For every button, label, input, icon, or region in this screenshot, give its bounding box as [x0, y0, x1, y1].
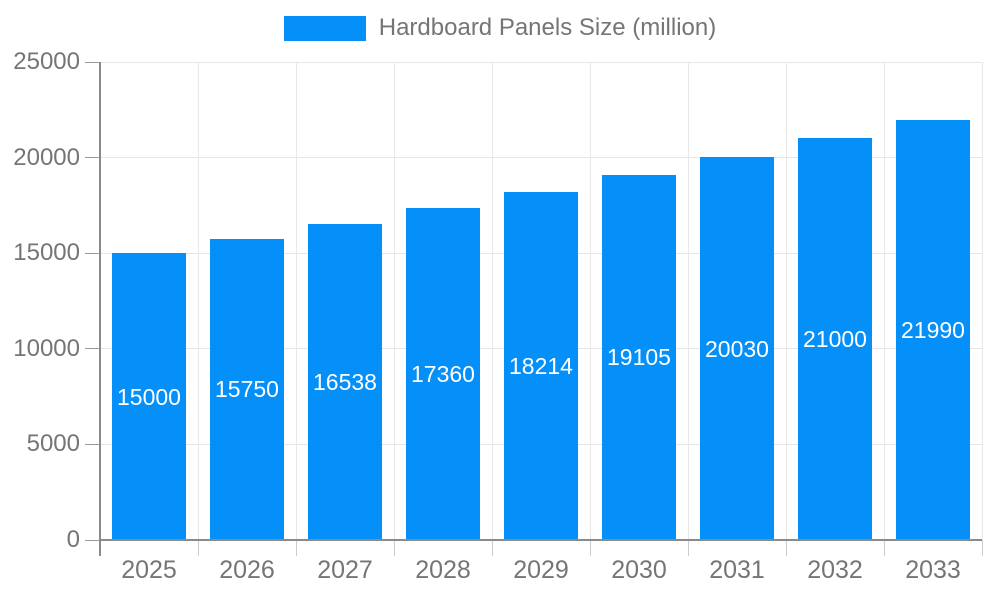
- y-tick: [85, 348, 100, 350]
- x-tick: [589, 540, 591, 556]
- bar[interactable]: [602, 174, 676, 540]
- x-tick-label: 2025: [121, 556, 177, 584]
- bar[interactable]: [406, 208, 480, 540]
- y-tick-label: 25000: [13, 48, 80, 75]
- x-tick-label: 2031: [709, 556, 765, 584]
- x-tick-label: 2033: [905, 556, 961, 584]
- x-tick-label: 2029: [513, 556, 569, 584]
- y-gridline: [100, 61, 982, 63]
- bar[interactable]: [504, 191, 578, 540]
- x-gridline: [197, 62, 199, 540]
- y-tick-label: 10000: [13, 334, 80, 362]
- x-tick-label: 2032: [807, 556, 863, 584]
- x-tick: [197, 540, 199, 556]
- y-tick-label: 0: [66, 526, 80, 553]
- bar[interactable]: [308, 223, 382, 540]
- x-tick-label: 2027: [317, 556, 373, 584]
- x-tick: [883, 540, 885, 556]
- y-tick: [85, 157, 100, 159]
- legend-label: Hardboard Panels Size (million): [378, 14, 717, 41]
- bar-value-label: 19105: [607, 344, 671, 371]
- x-tick-label: 2028: [415, 556, 471, 584]
- y-tick: [85, 61, 100, 63]
- x-gridline: [981, 62, 983, 540]
- x-tick: [393, 540, 395, 556]
- x-gridline: [883, 62, 885, 540]
- x-tick: [491, 540, 493, 556]
- x-tick: [981, 540, 983, 556]
- bar-value-label: 17360: [411, 361, 475, 388]
- y-tick-label: 20000: [13, 143, 80, 171]
- bar-value-label: 21990: [901, 316, 965, 343]
- x-gridline: [785, 62, 787, 540]
- x-gridline: [393, 62, 395, 540]
- bar[interactable]: [112, 253, 186, 540]
- y-tick-label: 15000: [13, 239, 80, 267]
- bar[interactable]: [210, 238, 284, 540]
- x-tick: [687, 540, 689, 556]
- y-tick: [85, 443, 100, 445]
- bar-value-label: 15000: [117, 383, 181, 410]
- bar-value-label: 16538: [313, 368, 377, 395]
- bar-value-label: 18214: [509, 352, 573, 379]
- bar-value-label: 15750: [215, 376, 279, 403]
- x-tick: [295, 540, 297, 556]
- y-gridline: [100, 157, 982, 159]
- x-tick-label: 2026: [219, 556, 275, 584]
- x-axis-line: [100, 539, 982, 541]
- x-tick: [785, 540, 787, 556]
- x-gridline: [589, 62, 591, 540]
- bar[interactable]: [798, 138, 872, 540]
- bar-value-label: 20030: [705, 335, 769, 362]
- bar[interactable]: [700, 157, 774, 540]
- x-tick-label: 2030: [611, 556, 667, 584]
- legend-swatch: [283, 15, 366, 41]
- y-tick-label: 5000: [26, 430, 80, 458]
- x-gridline: [491, 62, 493, 540]
- bar-value-label: 21000: [803, 326, 867, 353]
- x-gridline: [295, 62, 297, 540]
- bar[interactable]: [896, 119, 970, 540]
- y-axis-line: [99, 62, 101, 556]
- legend[interactable]: Hardboard Panels Size (million): [0, 14, 1000, 42]
- y-tick: [85, 539, 100, 541]
- y-tick: [85, 252, 100, 254]
- x-gridline: [687, 62, 689, 540]
